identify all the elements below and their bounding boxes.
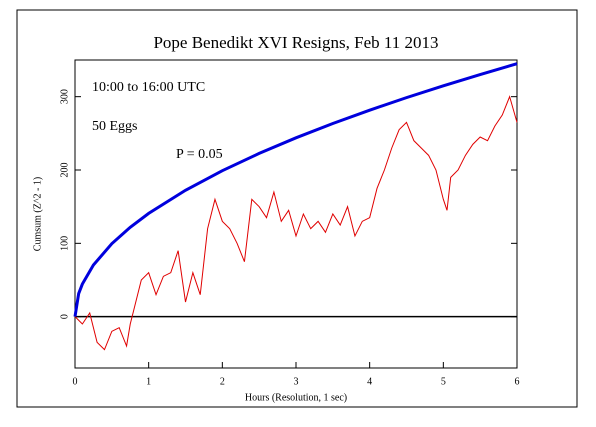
annotation: 10:00 to 16:00 UTC <box>92 80 205 95</box>
plot-area <box>74 59 518 369</box>
annotation: 50 Eggs <box>92 119 138 134</box>
x-tick-label: 6 <box>515 376 520 387</box>
x-tick-label: 1 <box>146 376 151 387</box>
frame <box>16 9 578 408</box>
chart-title: Pope Benedikt XVI Resigns, Feb 11 2013 <box>153 33 438 52</box>
x-axis-label: Hours (Resolution, 1 sec) <box>245 392 347 403</box>
x-tick-label: 2 <box>220 376 225 387</box>
y-tick-label: 200 <box>59 163 70 178</box>
series-line <box>73 62 518 317</box>
series-line <box>74 95 518 351</box>
x-tick-label: 5 <box>441 376 446 387</box>
annotation: P = 0.05 <box>176 147 223 162</box>
x-tick-label: 0 <box>73 376 78 387</box>
y-tick-label: 0 <box>59 314 70 319</box>
x-tick-label: 3 <box>294 376 299 387</box>
y-tick-label: 100 <box>59 236 70 251</box>
y-axis-label: Cumsum (Z^2 - 1) <box>32 177 43 251</box>
y-tick-label: 300 <box>59 89 70 104</box>
x-tick-label: 4 <box>367 376 372 387</box>
